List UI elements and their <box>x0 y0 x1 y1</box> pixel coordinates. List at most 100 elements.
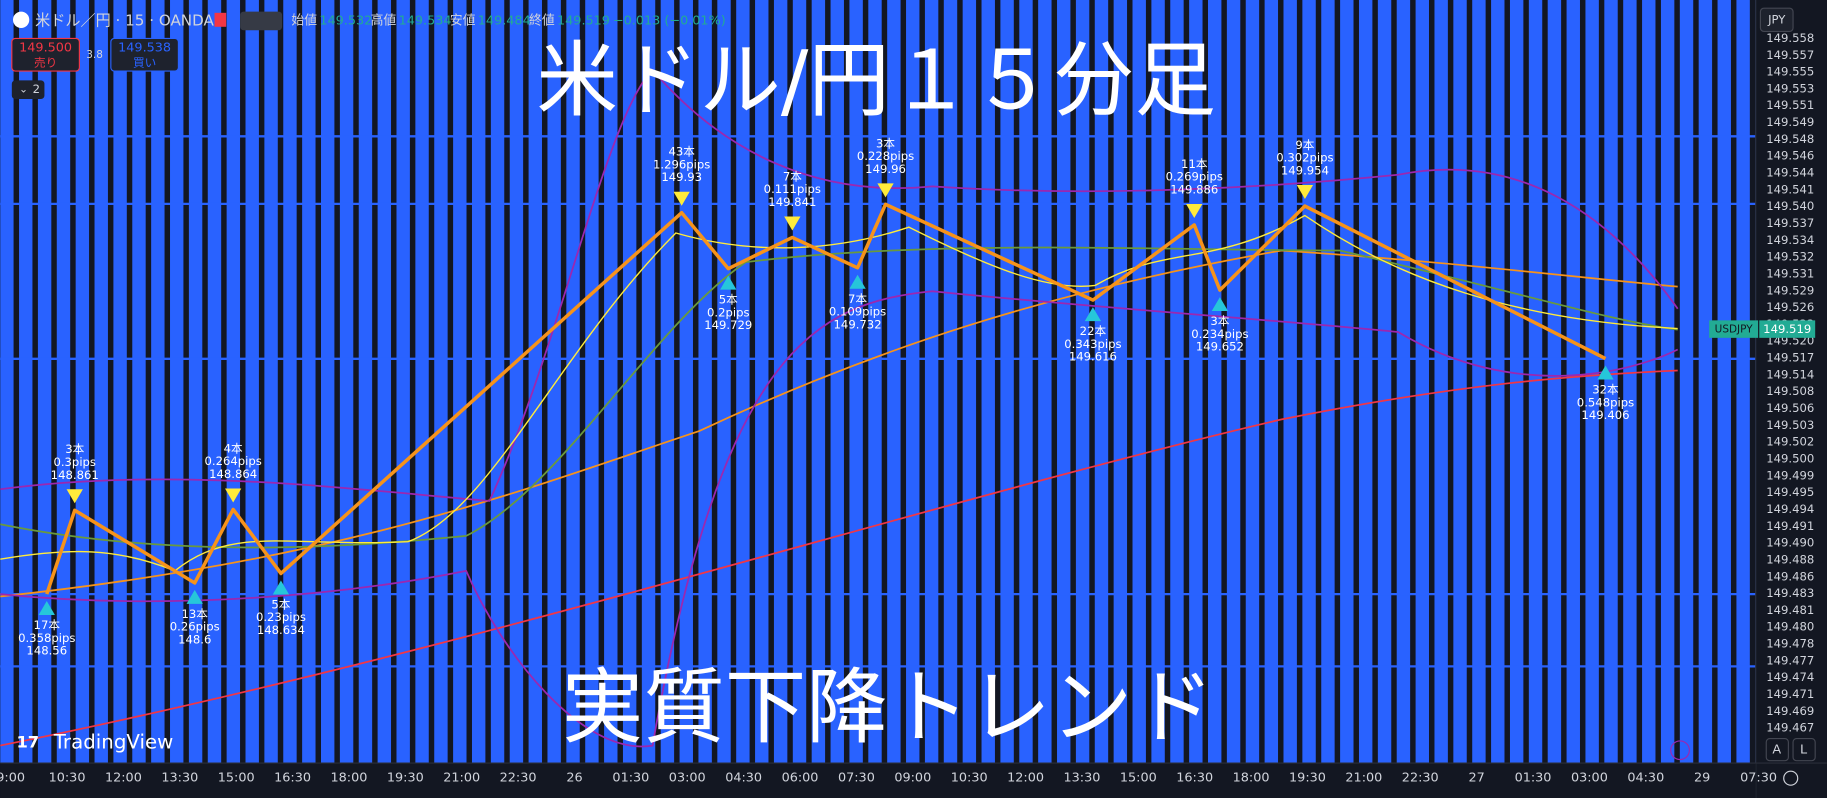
x-tick-label: 04:30 <box>1627 771 1664 786</box>
ohlc-change: −0.013 (−0.01%) <box>613 13 726 28</box>
price-scale-label: 149.478 <box>1766 637 1814 651</box>
price-scale-label: 149.481 <box>1766 603 1814 617</box>
pivot-bars: 43本 <box>668 145 695 159</box>
ohlc-value: 149.484 <box>478 13 531 28</box>
pivot-pips: 0.111pips <box>764 182 821 196</box>
pivot-bars: 7本 <box>783 169 802 183</box>
price-scale-label: 149.506 <box>1766 401 1814 415</box>
indicator-toggle[interactable] <box>11 80 45 100</box>
ma-long <box>0 369 1678 747</box>
price-scale-label: 149.467 <box>1766 721 1814 735</box>
sell-signal <box>877 183 894 198</box>
price-scale-label: 149.532 <box>1766 250 1814 264</box>
x-tick-label: 12:00 <box>1007 771 1044 786</box>
pivot-bars: 5本 <box>271 597 290 611</box>
buy-signal <box>1211 297 1229 312</box>
sell-button[interactable] <box>11 37 80 72</box>
pivot-price: 149.732 <box>834 317 882 331</box>
price-scale-label: 149.471 <box>1766 687 1814 701</box>
session-stripes <box>0 0 1756 764</box>
pivot-price: 148.861 <box>51 468 99 482</box>
zigzag-layer: 17本0.358pips148.563本0.3pips148.86113本0.2… <box>18 136 1634 657</box>
price-scale-label: 149.558 <box>1766 31 1814 45</box>
price-scale-label: 149.541 <box>1766 182 1814 196</box>
buy-button[interactable] <box>110 37 179 72</box>
sell-signal <box>673 191 690 206</box>
symbol-icon <box>12 11 30 28</box>
currency: JPY <box>1767 12 1786 26</box>
buy-signal <box>1597 365 1614 380</box>
price-scale-label: 149.499 <box>1766 468 1814 482</box>
lightning-icon[interactable] <box>1670 740 1690 761</box>
price-scale-label: 149.502 <box>1766 435 1814 449</box>
log-button[interactable] <box>1792 738 1816 762</box>
price-scale-label: 149.526 <box>1766 300 1814 314</box>
sell-signal <box>1296 185 1314 200</box>
chevron: ⌄ <box>19 84 28 96</box>
x-tick-label: 12:00 <box>105 771 142 786</box>
x-tick-label: 01:30 <box>612 771 649 786</box>
price-scale-label: 149.544 <box>1766 166 1814 180</box>
x-tick-label: 22:30 <box>500 771 537 786</box>
settings-icon[interactable] <box>1783 770 1799 786</box>
pivot-pips: 0.269pips <box>1166 170 1223 184</box>
price-scale-label: 149.491 <box>1766 519 1814 533</box>
buy-signal <box>272 580 290 595</box>
x-tick-label: 13:30 <box>1064 771 1101 786</box>
x-tick-label: 21:00 <box>1345 771 1382 786</box>
price-scale-label: 149.483 <box>1766 586 1814 600</box>
pivot-bars: 5本 <box>719 293 738 307</box>
pivot-bars: 22本 <box>1080 324 1107 338</box>
x-tick-label: 09:00 <box>894 771 931 786</box>
price-scale-label: 149.508 <box>1766 384 1814 398</box>
pivot-price: 148.56 <box>26 644 67 658</box>
pivot-bars: 17本 <box>34 618 61 632</box>
sell-signal <box>225 488 242 503</box>
buy-signal <box>38 601 55 616</box>
logo-mark: 17 <box>16 733 39 752</box>
price-scale-label: 149.549 <box>1766 115 1814 129</box>
pivot-price: 149.886 <box>1170 182 1218 196</box>
x-tick-label: 03:00 <box>1571 771 1608 786</box>
x-tick-label: 04:30 <box>725 771 762 786</box>
ohlc-label: 始値 <box>291 12 317 28</box>
currency-button[interactable] <box>1759 7 1794 33</box>
price-scale-label: 149.548 <box>1766 132 1814 146</box>
buy-signal <box>849 274 866 289</box>
auto-label: A <box>1772 743 1781 758</box>
x-tick-label: 19:30 <box>1289 771 1326 786</box>
pivot-bars: 32本 <box>1592 383 1619 397</box>
price-scale-label: 149.553 <box>1766 81 1814 95</box>
price-scale-label: 149.469 <box>1766 704 1814 718</box>
x-tick-label: 15:00 <box>1120 771 1157 786</box>
flag-icon <box>214 12 227 27</box>
x-tick-label: 16:30 <box>1176 771 1213 786</box>
price-scale-label: 149.488 <box>1766 552 1814 566</box>
time-axis <box>0 763 1756 798</box>
pivot-pips: 0.302pips <box>1276 151 1333 165</box>
chart-subtitle: 実質下降トレンド <box>562 660 1214 755</box>
pivot-pips: 0.228pips <box>857 149 914 163</box>
price-scale-label: 149.540 <box>1766 199 1814 213</box>
pivot-bars: 7本 <box>848 292 867 306</box>
symbol-label: USDJPY <box>1715 324 1754 336</box>
x-tick-label: 18:00 <box>331 771 368 786</box>
pivot-price: 149.93 <box>661 170 702 184</box>
pivot-pips: 0.2pips <box>707 305 750 319</box>
pivot-price: 148.634 <box>257 623 305 637</box>
price-scale-label: 149.534 <box>1766 233 1814 247</box>
auto-button[interactable] <box>1765 738 1789 762</box>
pivot-pips: 0.358pips <box>18 631 75 645</box>
sell-signal <box>1186 203 1203 218</box>
price-axis <box>1755 0 1827 764</box>
pivot-pips: 0.109pips <box>829 305 886 319</box>
ma-fast <box>0 214 1678 572</box>
zigzag-line <box>45 202 1607 595</box>
price-scale-label: 149.555 <box>1766 65 1814 79</box>
pivot-pips: 0.23pips <box>256 610 306 624</box>
pivot-bars: 9本 <box>1295 138 1314 152</box>
ma-mid <box>0 249 1678 598</box>
price-scale-label: 149.514 <box>1766 367 1814 381</box>
